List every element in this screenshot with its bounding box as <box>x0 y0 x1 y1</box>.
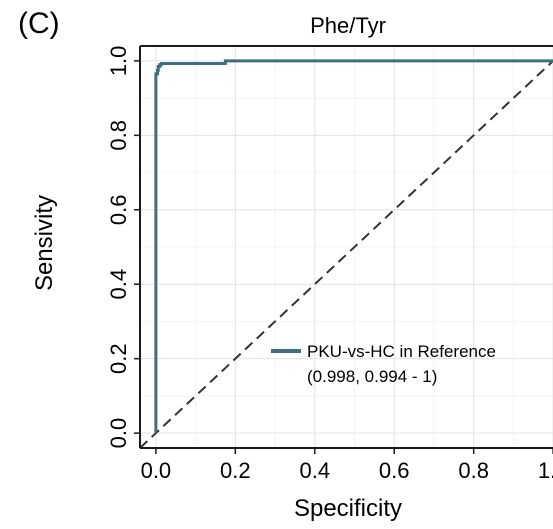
y-tick-label: 0.2 <box>106 343 131 374</box>
legend: PKU-vs-HC in Reference (0.998, 0.994 - 1… <box>271 342 496 386</box>
x-tick-label: 0.4 <box>299 458 330 483</box>
x-tick-label: 0.0 <box>141 458 172 483</box>
y-tick-label: 0.8 <box>106 120 131 151</box>
reference-diagonal <box>139 59 553 449</box>
x-tick-label: 0.8 <box>458 458 489 483</box>
y-tick-label: 1.0 <box>106 46 131 77</box>
plot-frame <box>139 45 553 449</box>
grid <box>140 46 553 448</box>
y-tick-label: 0.6 <box>106 194 131 225</box>
x-tick-label: 0.2 <box>220 458 251 483</box>
axis-ticks: 0.0 0.2 0.4 0.6 0.8 1.0 0.0 0.2 0.4 0.6 0.8 1.0 <box>106 46 553 483</box>
x-tick-label: 1.0 <box>538 458 553 483</box>
legend-entry-name: PKU-vs-HC in Reference <box>307 342 496 361</box>
y-axis-label: Sensivity <box>31 195 58 291</box>
panel-label: (C) <box>18 7 60 40</box>
roc-series <box>154 59 553 434</box>
x-tick-label: 0.6 <box>379 458 410 483</box>
reference-diagonal-line <box>139 59 553 449</box>
chart-title: Phe/Tyr <box>310 13 386 38</box>
roc-curve-line <box>154 59 553 434</box>
y-tick-label: 0.4 <box>106 269 131 300</box>
legend-entry-auc: (0.998, 0.994 - 1) <box>307 367 437 386</box>
x-axis-label: Specificity <box>294 495 402 522</box>
y-tick-label: 0.0 <box>106 418 131 449</box>
